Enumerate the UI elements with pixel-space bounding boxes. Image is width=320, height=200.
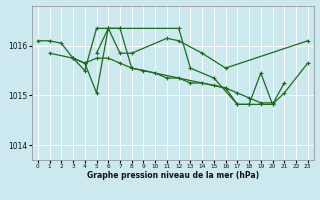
X-axis label: Graphe pression niveau de la mer (hPa): Graphe pression niveau de la mer (hPa)	[87, 171, 259, 180]
